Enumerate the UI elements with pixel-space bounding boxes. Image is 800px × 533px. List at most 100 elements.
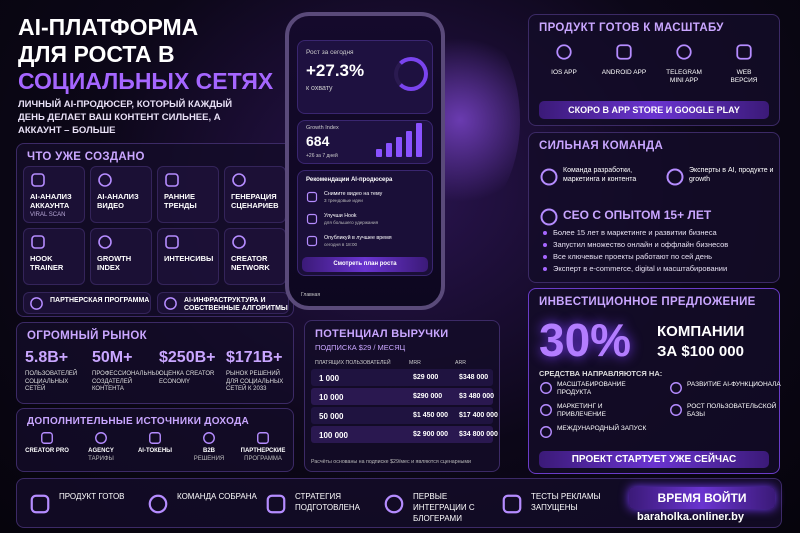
icon — [257, 432, 269, 444]
feature-card: CREATOR NETWORK — [224, 228, 286, 285]
team-panel: СИЛЬНАЯ КОМАНДА Команда разработки, марке… — [528, 132, 780, 283]
table-row — [311, 388, 493, 405]
fund-item: РОСТ ПОЛЬЗОВАТЕЛЬСКОЙ БАЗЫ — [687, 403, 777, 418]
icon — [616, 44, 632, 60]
table-header: MRR — [409, 360, 421, 366]
footer-step: ПРОДУКТ ГОТОВ — [59, 492, 125, 501]
platform-label: WEB — [736, 69, 752, 76]
icon-shape — [95, 432, 107, 444]
investment-panel: ИНВЕСТИЦИОННОЕ ПРЕДЛОЖЕНИЕ 30% КОМПАНИИ ЗА … — [528, 288, 781, 474]
feature-label: ПАРТНЕРСКАЯ ПРОГРАММА — [50, 297, 150, 304]
icon — [502, 494, 522, 514]
income-sub: РЕШЕНИЯ — [193, 456, 225, 462]
income-panel: ДОПОЛНИТЕЛЬНЫЕ ИСТОЧНИКИ ДОХОДА CREATOR P… — [16, 408, 294, 472]
reco-sub: сегодня в 18:00 — [324, 242, 358, 247]
icon — [556, 44, 572, 60]
income-sub: ТАРИФЫ — [88, 456, 114, 462]
icon-shape — [232, 235, 246, 249]
stat-label: РЫНОК РЕШЕНИЙ ДЛЯ СОЦИАЛЬНЫХ СЕТЕЙ К 203… — [226, 371, 284, 392]
feature-label: РАННИЕ ТРЕНДЫ — [164, 192, 197, 210]
icon-shape — [540, 382, 552, 394]
footer-step: ПЕРВЫЕ ИНТЕГРАЦИИ С БЛОГЕРАМИ — [413, 492, 475, 523]
icon-shape — [203, 432, 215, 444]
icon-shape — [670, 382, 682, 394]
growth-sub: к охвату — [306, 85, 333, 92]
icon — [95, 432, 107, 444]
footer-step: ТЕСТЫ РЕКЛАМЫ ЗАПУЩЕНЫ — [531, 492, 601, 512]
watermark: baraholka.onliner.by — [637, 511, 744, 523]
table-cell: 1 000 — [319, 374, 340, 383]
income-label: AGENCY — [88, 448, 114, 454]
icon — [30, 494, 50, 514]
panel-subtitle: ПОДПИСКА $29 / МЕСЯЦ — [315, 343, 406, 352]
icon — [164, 297, 177, 310]
feature-card-wide: ПАРТНЕРСКАЯ ПРОГРАММА — [23, 292, 151, 314]
store-banner: СКОРО В APP STORE И GOOGLE PLAY — [539, 101, 769, 119]
table-cell: $1 450 000 — [413, 412, 449, 419]
tab-label: Главная — [301, 292, 321, 298]
bullet — [543, 243, 547, 247]
icon-shape — [306, 191, 318, 203]
fund-item: МАРКЕТИНГ И ПРИВЛЕЧЕНИЕ — [557, 403, 606, 418]
panel-title: ПРОДУКТ ГОТОВ К МАСШТАБУ — [539, 22, 724, 34]
icon-shape — [540, 208, 558, 226]
share-text: ЗА $100 000 — [657, 343, 744, 360]
index-sub: +26 за 7 дней — [306, 153, 338, 159]
bullet — [543, 231, 547, 235]
table-cell: $290 000 — [413, 393, 443, 400]
feature-label: AI-ИНФРАСТРУКТУРА И СОБСТВЕННЫЕ АЛГОРИТМ… — [184, 297, 288, 313]
icon — [232, 235, 246, 249]
footer-panel: ПРОДУКТ ГОТОВ КОМАНДА СОБРАНА СТРАТЕГИЯ ПО… — [16, 478, 782, 528]
icon-shape — [31, 173, 45, 187]
index-bar — [416, 123, 422, 157]
reco-label: Опубликуй в лучшее время — [324, 235, 392, 241]
stat-value: $171B+ — [226, 349, 283, 366]
icon-shape — [164, 297, 177, 310]
icon — [384, 494, 404, 514]
table-cell: $29 000 — [413, 374, 439, 381]
reco-sub: 3 трендовые идеи — [324, 198, 363, 203]
table-cell: $34 800 000 — [459, 431, 498, 438]
feature-sub: VIRAL SCAN — [30, 212, 66, 218]
table-header: ПЛАТЯЩИХ ПОЛЬЗОВАТЕЛЕЙ — [315, 360, 391, 366]
icon-shape — [98, 173, 112, 187]
table-cell: $348 000 — [459, 374, 489, 381]
icon-shape — [384, 494, 404, 514]
icon-shape — [540, 404, 552, 416]
table-row — [311, 426, 493, 443]
index-card: Growth Index 684 +26 за 7 дней — [297, 120, 433, 164]
income-label: B2B — [202, 448, 215, 454]
subtitle: ЛИЧНЫЙ AI-ПРОДЮСЕР, КОТОРЫЙ КАЖДЫЙ ДЕНЬ … — [18, 99, 233, 136]
icon-shape — [736, 44, 752, 60]
feature-card: ГЕНЕРАЦИЯ СЦЕНАРИЕВ — [224, 166, 286, 223]
phone: Рост за сегодня +27.3% к охвату Growth Inde… — [285, 12, 445, 310]
icon-shape — [616, 44, 632, 60]
icon — [148, 494, 168, 514]
icon — [670, 404, 682, 416]
title-accent: СОЦИАЛЬНЫХ СЕТЯХ — [18, 68, 274, 94]
index-bar — [396, 137, 402, 157]
title: AI-ПЛАТФОРМА ДЛЯ РОСТА В СОЦИАЛЬНЫХ СЕТЯ… — [18, 14, 273, 95]
index-title: Growth Index — [306, 125, 339, 131]
panel-title: ИНВЕСТИЦИОННОЕ ПРЕДЛОЖЕНИЕ — [539, 296, 756, 308]
title-line: AI-ПЛАТФОРМА — [18, 14, 199, 40]
table-cell: $17 400 000 — [459, 412, 498, 419]
income-label: AI-ТОКЕНЫ — [137, 448, 173, 454]
footer-step: СТРАТЕГИЯ ПОДГОТОВЛЕНА — [295, 492, 361, 512]
product-panel: ПРОДУКТ ГОТОВ К МАСШТАБУ IOS APP ANDROID A… — [528, 14, 780, 126]
enter-button[interactable]: ВРЕМЯ ВОЙТИ — [629, 487, 775, 509]
icon — [670, 382, 682, 394]
bullet — [543, 267, 547, 271]
share-text: КОМПАНИИ — [657, 323, 745, 340]
platform-label: ANDROID APP — [601, 69, 647, 76]
icon — [98, 235, 112, 249]
panel-title: ОГРОМНЫЙ РЫНОК — [27, 330, 147, 342]
plan-button[interactable]: Смотреть план роста — [302, 257, 428, 272]
icon-shape — [31, 235, 45, 249]
index-value: 684 — [306, 133, 330, 149]
panel-title: ДОПОЛНИТЕЛЬНЫЕ ИСТОЧНИКИ ДОХОДА — [27, 416, 250, 427]
icon — [149, 432, 161, 444]
icon — [165, 173, 179, 187]
created-panel: ЧТО УЖЕ СОЗДАНО AI-АНАЛИЗ АККАУНТА VIRAL S… — [16, 143, 294, 317]
icon-shape — [165, 235, 179, 249]
